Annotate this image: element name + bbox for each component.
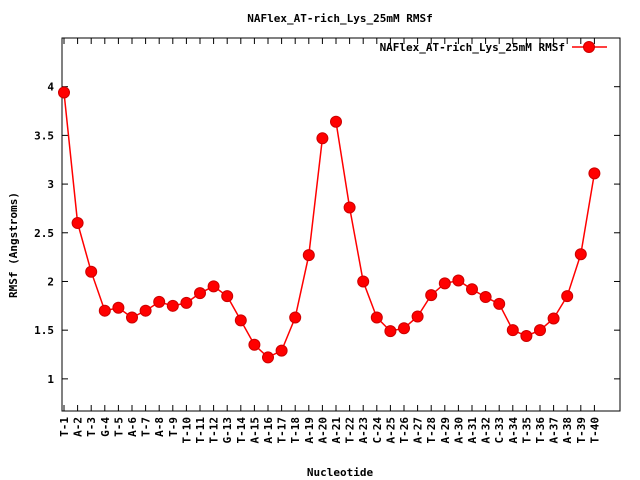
x-tick-label: T-36 — [534, 417, 547, 444]
data-point — [126, 311, 138, 324]
x-tick-label: G-4 — [99, 417, 112, 437]
data-point — [180, 296, 193, 309]
x-tick-label: T-9 — [167, 417, 180, 437]
axes-layer: 1 1.5 2 2.5 3 3.5 4 T-1 A-2 T-3 G-4 T-5 A-6 T-7 A-8 T-9… — [34, 37, 621, 444]
legend-marker-sample — [583, 41, 595, 53]
data-point — [85, 265, 98, 278]
x-tick-label: A-30 — [452, 417, 465, 444]
data-point — [343, 201, 356, 214]
x-tick-label: A-31 — [466, 417, 479, 444]
data-point — [438, 277, 451, 290]
data-point — [466, 283, 478, 296]
data-point — [71, 217, 84, 230]
data-point — [384, 325, 397, 338]
x-tick-label: T-26 — [398, 417, 411, 444]
x-tick-label: T-18 — [289, 417, 302, 444]
data-point — [262, 351, 274, 364]
data-point — [98, 304, 111, 317]
y-tick-label: 2.5 — [34, 227, 54, 240]
data-point — [411, 310, 424, 323]
x-tick-label: A-27 — [412, 417, 425, 444]
chart-title: NAFlex_AT-rich_Lys_25mM RMSf — [247, 12, 432, 25]
data-point — [139, 304, 152, 317]
x-tick-label: A-6 — [126, 417, 139, 437]
data-point — [520, 330, 533, 343]
x-axis-label: Nucleotide — [307, 466, 374, 479]
y-tick-label: 1 — [47, 373, 54, 386]
x-tick-label: A-21 — [330, 417, 343, 444]
data-point — [493, 297, 506, 310]
data-point — [234, 314, 247, 327]
plot-frame — [61, 37, 621, 412]
x-tick-label: T-11 — [194, 417, 207, 444]
data-point — [534, 324, 546, 337]
x-tick-label: A-29 — [439, 417, 452, 444]
data-point — [425, 289, 438, 302]
x-tick-label: T-22 — [344, 417, 357, 444]
data-point — [289, 311, 302, 324]
x-tick-label: T-3 — [85, 417, 98, 437]
y-tick-label: 3.5 — [34, 129, 54, 142]
legend: NAFlex_AT-rich_Lys_25mM RMSf — [380, 41, 607, 54]
data-point — [398, 322, 410, 335]
x-tick-label: T-10 — [180, 417, 193, 444]
data-point — [58, 86, 70, 99]
data-point — [452, 274, 465, 287]
y-tick-label: 1.5 — [34, 324, 54, 337]
data-point — [479, 291, 492, 304]
x-tick-label: T-5 — [112, 417, 125, 437]
x-tick-label: A-2 — [72, 417, 85, 437]
x-tick-label: A-15 — [248, 417, 261, 444]
x-tick-label: A-25 — [384, 417, 397, 444]
x-tick-label: T-14 — [235, 417, 248, 444]
data-point — [221, 290, 234, 303]
x-tick-label: T-40 — [588, 417, 601, 444]
x-tick-label: T-12 — [208, 417, 221, 444]
x-tick-label: A-34 — [507, 417, 520, 444]
series-layer — [58, 86, 601, 364]
x-tick-label: T-39 — [575, 417, 588, 444]
x-tick-label: A-19 — [303, 417, 316, 444]
x-tick-label: A-37 — [548, 417, 561, 444]
x-tick-label: A-38 — [561, 417, 574, 444]
data-point — [302, 249, 315, 262]
x-tick-label: T-1 — [58, 417, 71, 437]
x-tick-label: T-7 — [140, 417, 153, 437]
data-point — [547, 312, 560, 325]
x-tick-label: T-28 — [425, 417, 438, 444]
y-axis-label: RMSf (Angstroms) — [7, 192, 20, 298]
data-point — [194, 287, 206, 300]
x-tick-label: A-23 — [357, 417, 370, 444]
x-tick-label: A-8 — [153, 417, 166, 437]
data-point — [506, 324, 519, 337]
x-tick-label: A-20 — [316, 417, 329, 444]
x-tick-label: A-32 — [480, 417, 493, 444]
x-tick-label: T-17 — [276, 417, 289, 444]
y-tick-label: 2 — [47, 275, 54, 288]
y-tick-label: 4 — [47, 81, 54, 94]
data-point — [330, 115, 342, 128]
data-point — [248, 338, 261, 351]
data-point — [561, 290, 574, 303]
x-tick-label: C-24 — [371, 417, 384, 444]
data-point — [316, 132, 329, 145]
data-point — [153, 295, 166, 308]
x-tick-label: C-33 — [493, 417, 506, 444]
data-point — [207, 280, 220, 293]
data-point — [275, 344, 288, 357]
data-point — [588, 167, 601, 180]
x-tick-label: G-13 — [221, 417, 234, 444]
data-point — [370, 311, 383, 324]
legend-label: NAFlex_AT-rich_Lys_25mM RMSf — [380, 41, 565, 54]
x-tick-label: T-35 — [520, 417, 533, 444]
data-point — [357, 275, 370, 288]
data-point — [112, 301, 125, 314]
data-point — [574, 248, 587, 261]
y-tick-label: 3 — [47, 178, 54, 191]
data-point — [166, 299, 179, 312]
x-tick-label: A-16 — [262, 417, 275, 444]
